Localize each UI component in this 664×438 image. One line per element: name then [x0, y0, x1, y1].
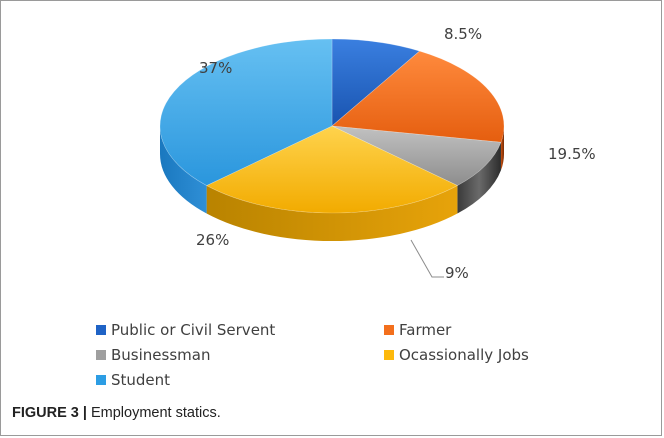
- legend-label: Farmer: [399, 320, 452, 339]
- pie-chart: 8.5% 19.5% 9% 26% 37%: [159, 25, 596, 282]
- legend-swatch-student: [96, 374, 106, 385]
- pie-slice-student: [159, 38, 333, 186]
- caption-text: Employment statics.: [86, 405, 221, 421]
- legend-item-public-or-civil-servent: Public or Civil Servent: [96, 318, 384, 341]
- pie-slice-ocassionally-jobs: [205, 125, 459, 214]
- legend-item-student: Student: [96, 368, 384, 391]
- data-label-student: 37%: [199, 59, 232, 77]
- legend-label: Businessman: [111, 345, 211, 364]
- pie-slice-businessman: [331, 125, 502, 186]
- legend-swatch-farmer: [384, 324, 394, 335]
- pie-side-ocassionally-jobs: [206, 185, 458, 242]
- figure-label: FIGURE 3 |: [12, 405, 87, 421]
- data-label-ocassionally-jobs: 26%: [196, 231, 229, 249]
- pie-side-student: [159, 126, 207, 214]
- data-label-businessman: 9%: [445, 264, 469, 282]
- legend-item-businessman: Businessman: [96, 343, 384, 366]
- pie-slice-public-or-civil-servent: [331, 38, 421, 127]
- legend-item-ocassionally-jobs: Ocassionally Jobs: [384, 343, 616, 366]
- legend-label: Student: [111, 370, 171, 389]
- legend-label: Public or Civil Servent: [111, 320, 276, 339]
- legend-swatch-businessman: [96, 349, 106, 360]
- legend-label: Ocassionally Jobs: [399, 345, 529, 364]
- leader-line-businessman: [410, 239, 444, 278]
- pie-side-businessman: [457, 142, 501, 214]
- data-label-public-or-civil-servent: 8.5%: [444, 25, 482, 43]
- legend-swatch-public-or-civil-servent: [96, 324, 106, 335]
- legend-item-farmer: Farmer: [384, 318, 616, 341]
- chart-legend: Public or Civil Servent Farmer Businessman…: [96, 318, 616, 391]
- figure-caption: FIGURE 3 | Employment statics.: [12, 405, 221, 421]
- pie-side-farmer: [500, 126, 504, 171]
- pie-slice-farmer: [331, 50, 505, 143]
- data-label-farmer: 19.5%: [548, 145, 596, 163]
- legend-swatch-ocassionally-jobs: [384, 349, 394, 360]
